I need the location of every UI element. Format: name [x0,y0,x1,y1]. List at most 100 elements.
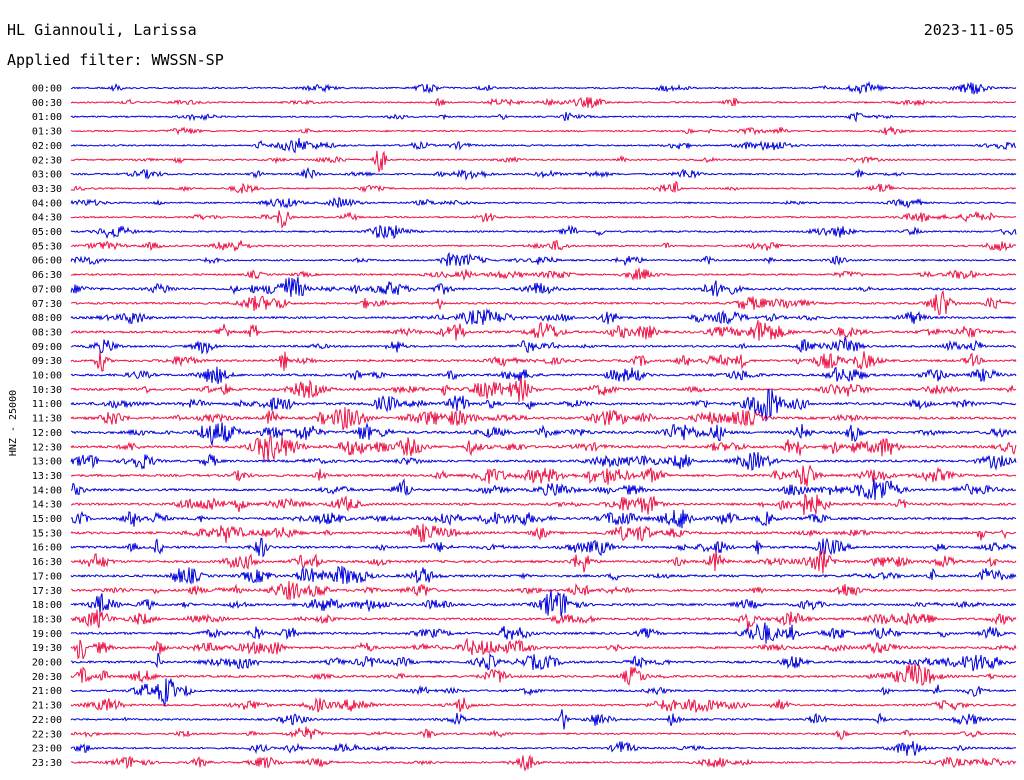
seismic-trace [70,435,1017,462]
time-label: 03:30 [32,184,62,195]
seismic-trace [70,126,1017,136]
seismic-trace [70,509,1017,529]
seismic-trace [70,350,1017,372]
time-label: 18:30 [32,614,62,625]
time-label: 01:30 [32,127,62,138]
seismic-trace [70,320,1017,341]
time-label: 20:00 [32,658,62,669]
seismic-trace [70,96,1017,109]
time-label: 17:30 [32,586,62,597]
time-label: 15:00 [32,514,62,525]
time-label: 19:30 [32,643,62,654]
time-label: 07:00 [32,284,62,295]
seismic-trace [70,150,1017,172]
seismic-trace [70,741,1017,756]
seismic-trace [70,388,1017,422]
seismic-trace [70,251,1017,267]
seismic-trace [70,166,1017,182]
time-label: 14:00 [32,485,62,496]
time-label: 02:00 [32,141,62,152]
time-label: 18:00 [32,600,62,611]
seismic-trace [70,290,1017,316]
seismic-trace [70,548,1017,574]
seismic-trace [70,81,1017,96]
seismic-trace [70,452,1017,471]
seismic-trace [70,652,1017,672]
time-label: 10:30 [32,385,62,396]
time-label: 12:30 [32,442,62,453]
seismic-trace [70,407,1017,430]
seismic-trace [70,565,1017,585]
time-label: 06:30 [32,270,62,281]
time-label: 05:30 [32,241,62,252]
time-label: 03:00 [32,170,62,181]
time-label: 11:00 [32,399,62,410]
seismic-trace [70,697,1017,713]
seismic-trace [70,589,1017,617]
time-label: 09:30 [32,356,62,367]
time-label: 08:00 [32,313,62,324]
seismic-trace [70,277,1017,297]
seismic-trace [70,196,1017,209]
seismic-trace [70,493,1017,516]
time-label: 04:30 [32,213,62,224]
seismic-trace [70,308,1017,325]
time-label: 16:00 [32,543,62,554]
seismic-trace [70,754,1017,772]
time-label: 17:00 [32,571,62,582]
seismic-trace [70,609,1017,632]
seismic-trace [70,366,1017,385]
filter-label: Applied filter: WWSSN-SP [7,51,224,69]
seismic-trace [70,111,1017,123]
time-label-group: 00:00 00:30 01:00 01:30 02:00 02:30 03:00 03:30… [32,84,62,769]
time-label: 22:00 [32,715,62,726]
seismic-trace [70,240,1017,252]
time-label: 02:30 [32,155,62,166]
time-label: 21:00 [32,686,62,697]
time-label: 00:00 [32,84,62,95]
plot-date: 2023-11-05 [923,21,1014,39]
seismic-trace [70,210,1017,229]
time-label: 16:30 [32,557,62,568]
seismic-trace [70,336,1017,355]
seismic-trace [70,422,1017,446]
time-label: 00:30 [32,98,62,109]
seismic-trace [70,377,1017,403]
time-label: 07:30 [32,299,62,310]
time-label: 23:00 [32,744,62,755]
seismic-trace [70,224,1017,240]
seismic-trace [70,637,1017,660]
time-label: 01:00 [32,112,62,123]
seismic-trace [70,726,1017,740]
seismic-trace [70,523,1017,543]
seismic-trace [70,662,1017,686]
seismic-trace [70,137,1017,154]
time-label: 10:00 [32,371,62,382]
time-label: 19:00 [32,629,62,640]
time-label: 13:00 [32,457,62,468]
seismic-trace [70,465,1017,487]
time-label: 04:00 [32,198,62,209]
seismic-trace [70,266,1017,282]
time-label: 21:30 [32,701,62,712]
seismic-trace [70,478,1017,501]
time-label: 05:00 [32,227,62,238]
channel-label: HNZ - 25000 [8,390,19,456]
trace-group [70,81,1017,772]
station-title: HL Giannouli, Larissa [7,21,197,39]
seismic-trace [70,622,1017,644]
seismic-trace [70,678,1017,707]
time-label: 20:30 [32,672,62,683]
seismic-trace [70,709,1017,730]
time-label: 09:00 [32,342,62,353]
time-label: 13:30 [32,471,62,482]
time-label: 06:00 [32,256,62,267]
time-label: 23:30 [32,758,62,769]
time-label: 12:00 [32,428,62,439]
seismic-trace [70,537,1017,558]
time-label: 11:30 [32,414,62,425]
time-label: 08:30 [32,327,62,338]
time-label: 15:30 [32,528,62,539]
seismic-trace [70,580,1017,600]
